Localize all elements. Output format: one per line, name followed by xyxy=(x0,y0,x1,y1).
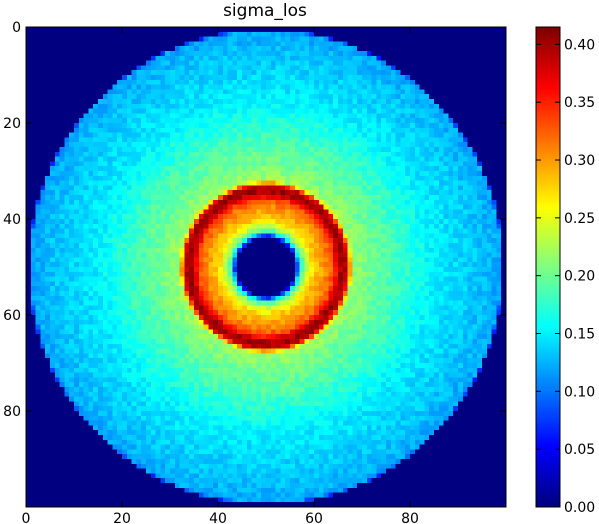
colorbar: 0.00 0.05 0.10 0.15 0.20 0.25 0.30 0.35 0.40 xyxy=(535,26,595,516)
colorbar-gradient xyxy=(536,27,560,507)
colorbar-tick-label: 0.00 xyxy=(564,500,595,516)
colorbar-tick-label: 0.15 xyxy=(564,327,595,343)
y-tick-label: 40 xyxy=(3,212,21,228)
colorbar-tick-label: 0.30 xyxy=(564,153,595,169)
x-tick-label: 40 xyxy=(209,511,227,524)
colorbar-ticks: 0.00 0.05 0.10 0.15 0.20 0.25 0.30 0.35 0.40 xyxy=(536,37,595,516)
x-tick-label: 60 xyxy=(305,511,323,524)
colorbar-tick-label: 0.35 xyxy=(564,95,595,111)
y-tick-label: 80 xyxy=(3,404,21,420)
colorbar-tick-label: 0.20 xyxy=(564,269,595,285)
x-tick-label: 20 xyxy=(113,511,131,524)
y-tick-label: 60 xyxy=(3,308,21,324)
colorbar-tick-label: 0.05 xyxy=(564,442,595,458)
chart-title: sigma_los xyxy=(223,1,307,21)
x-tick-label: 0 xyxy=(22,511,31,524)
x-axis: 0 20 40 60 80 xyxy=(22,27,419,524)
x-tick-label: 80 xyxy=(401,511,419,524)
colorbar-tick-label: 0.25 xyxy=(564,211,595,227)
y-tick-label: 0 xyxy=(12,20,21,36)
y-tick-label: 20 xyxy=(3,116,21,132)
y-axis: 0 20 40 60 80 xyxy=(3,20,506,420)
colorbar-tick-label: 0.40 xyxy=(564,37,595,53)
colorbar-tick-label: 0.10 xyxy=(564,384,595,400)
heatmap-image xyxy=(26,27,506,507)
heatmap-plot-area xyxy=(25,26,507,508)
plot-frame xyxy=(25,26,507,508)
colorbar-frame xyxy=(535,26,561,508)
